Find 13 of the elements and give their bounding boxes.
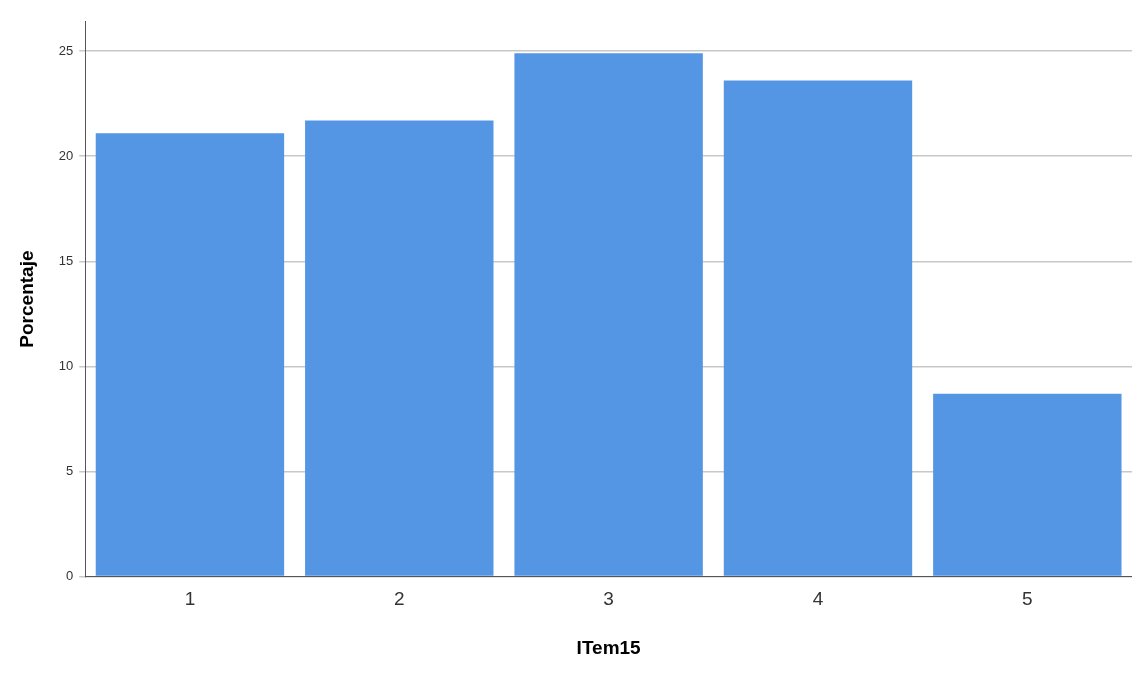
x-tick-label: 2: [393, 588, 405, 610]
y-tick-label: 15: [58, 252, 74, 268]
y-axis-title: Porcentaje: [15, 250, 37, 348]
x-tick-label: 3: [603, 588, 614, 610]
x-tick-label: 5: [1022, 588, 1033, 610]
x-axis-title: ITem15: [576, 636, 642, 658]
x-tick-label: 4: [812, 588, 824, 610]
y-tick-label: 20: [58, 147, 74, 163]
y-tick-label: 25: [58, 42, 74, 58]
y-tick-label: 0: [66, 567, 74, 583]
x-tick-label: 1: [184, 588, 196, 610]
y-tick-label: 5: [66, 462, 74, 478]
y-tick-label: 10: [58, 357, 74, 373]
